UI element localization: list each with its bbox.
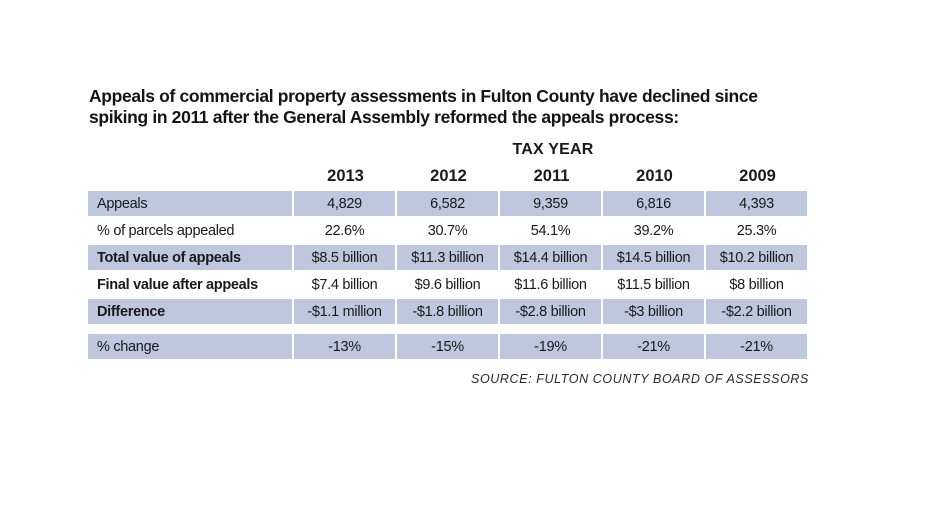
cell-2010: $11.5 billion — [617, 276, 690, 293]
cell-2012: $11.3 billion — [397, 245, 498, 270]
cell-2010: 6,816 — [603, 191, 704, 216]
appeals-table: Appeals 4,829 6,582 9,359 6,816 4,393 % … — [88, 191, 810, 361]
cell-2009: -$2.2 billion — [706, 299, 807, 324]
table-row-parcels-appealed: % of parcels appealed 22.6% 30.7% 54.1% … — [88, 218, 810, 245]
cell-2009: -21% — [706, 334, 807, 359]
year-header-2012: 2012 — [430, 167, 467, 185]
cell-2010: $14.5 billion — [603, 245, 704, 270]
row-label: Difference — [88, 299, 292, 324]
tax-year-header: TAX YEAR — [512, 141, 594, 158]
source-credit: SOURCE: FULTON COUNTY BOARD OF ASSESSORS — [471, 372, 809, 386]
cell-2012: -15% — [397, 334, 498, 359]
row-label: Appeals — [88, 191, 292, 216]
cell-2010: -21% — [603, 334, 704, 359]
cell-2013: -13% — [294, 334, 395, 359]
cell-2012: 30.7% — [427, 222, 468, 239]
cell-2009: 4,393 — [706, 191, 807, 216]
year-header-2010: 2010 — [636, 167, 673, 185]
cell-2009: $8 billion — [729, 276, 784, 293]
row-label: Total value of appeals — [88, 245, 292, 270]
table-row-appeals: Appeals 4,829 6,582 9,359 6,816 4,393 — [88, 191, 810, 218]
year-header-2011: 2011 — [533, 167, 570, 185]
cell-2013: 4,829 — [294, 191, 395, 216]
cell-2012: 6,582 — [397, 191, 498, 216]
cell-2013: $8.5 billion — [294, 245, 395, 270]
year-header-2009: 2009 — [739, 167, 776, 185]
cell-2012: -$1.8 billion — [397, 299, 498, 324]
cell-2011: 54.1% — [530, 222, 571, 239]
cell-2013: 22.6% — [324, 222, 365, 239]
cell-2010: 39.2% — [633, 222, 674, 239]
year-header-2013: 2013 — [327, 167, 364, 185]
cell-2011: -$2.8 billion — [500, 299, 601, 324]
row-label: % change — [88, 334, 292, 359]
table-row-total-value: Total value of appeals $8.5 billion $11.… — [88, 245, 810, 272]
cell-2011: $14.4 billion — [500, 245, 601, 270]
year-header-row: 2013 2012 2011 2010 2009 — [88, 167, 809, 187]
year-header-spacer — [88, 167, 294, 187]
cell-2013: -$1.1 million — [294, 299, 395, 324]
table-row-difference: Difference -$1.1 million -$1.8 billion -… — [88, 299, 810, 326]
table-row-final-value: Final value after appeals $7.4 billion $… — [88, 272, 810, 299]
cell-2009: $10.2 billion — [706, 245, 807, 270]
cell-2010: -$3 billion — [603, 299, 704, 324]
cell-2011: 9,359 — [500, 191, 601, 216]
cell-2013: $7.4 billion — [311, 276, 378, 293]
cell-2012: $9.6 billion — [414, 276, 481, 293]
row-label: % of parcels appealed — [97, 222, 235, 239]
cell-2009: 25.3% — [736, 222, 777, 239]
headline: Appeals of commercial property assessmen… — [89, 86, 758, 127]
table-row-percent-change: % change -13% -15% -19% -21% -21% — [88, 334, 810, 361]
cell-2011: -19% — [500, 334, 601, 359]
row-label: Final value after appeals — [97, 276, 258, 293]
cell-2011: $11.6 billion — [514, 276, 587, 293]
